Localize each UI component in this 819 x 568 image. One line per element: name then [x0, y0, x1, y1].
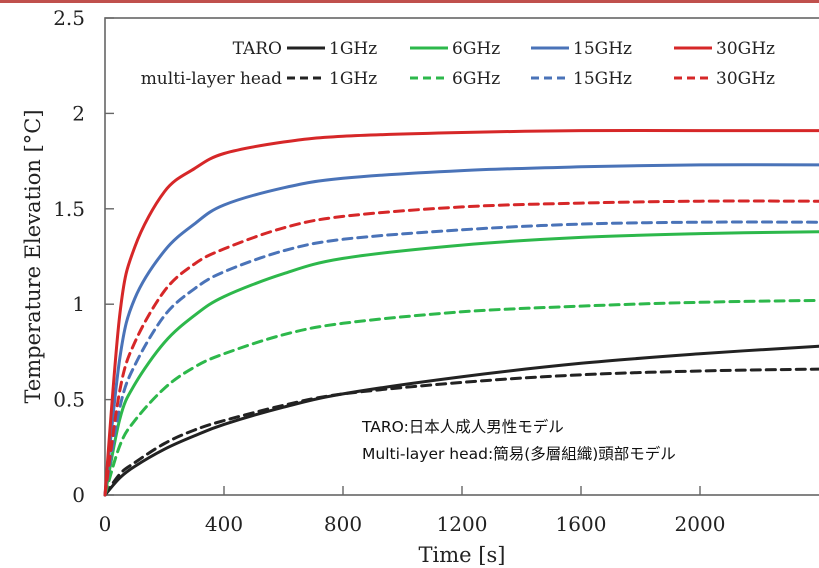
legend-entry-label: 30GHz — [716, 69, 775, 89]
x-tick-label: 800 — [324, 512, 362, 536]
legend-entry-label: 6GHz — [452, 39, 500, 59]
annotation-multilayer-model: Multi-layer head:簡易(多層組織)頭部モデル — [362, 445, 676, 463]
y-tick-label: 0 — [72, 483, 85, 507]
series-line-taro-30ghz — [103, 128, 819, 497]
plot-frame — [104, 17, 819, 496]
series-line-taro-1ghz — [103, 344, 819, 497]
series-line-multilayer-1ghz — [103, 367, 819, 497]
y-tick-label: 1 — [72, 292, 85, 316]
series-line-taro-6ghz — [103, 230, 819, 497]
y-tick-label: 2 — [72, 101, 85, 125]
series-line-multilayer-15ghz — [103, 220, 819, 497]
legend-group-label: multi-layer head — [141, 69, 282, 89]
legend-group-label: TARO — [233, 39, 282, 59]
top-accent-rule — [0, 0, 819, 3]
y-axis-title: Temperature Elevation [°C] — [21, 109, 45, 403]
legend-entry-label: 1GHz — [329, 39, 377, 59]
x-tick-label: 400 — [205, 512, 243, 536]
annotation-taro-model: TARO:日本人成人男性モデル — [362, 418, 564, 436]
x-tick-label: 1600 — [556, 512, 607, 536]
legend-entry-label: 15GHz — [573, 69, 632, 89]
x-axis-title: Time [s] — [419, 543, 506, 567]
y-tick-label: 0.5 — [53, 388, 85, 412]
series-line-multilayer-6ghz — [103, 298, 819, 497]
y-tick-label: 1.5 — [53, 197, 85, 221]
x-tick-label: 0 — [99, 512, 112, 536]
series-line-taro-15ghz — [103, 163, 819, 497]
x-tick-label: 2000 — [675, 512, 726, 536]
legend-entry-label: 15GHz — [573, 39, 632, 59]
legend-entry-label: 6GHz — [452, 69, 500, 89]
legend-entry-label: 1GHz — [329, 69, 377, 89]
x-tick-label: 1200 — [437, 512, 488, 536]
series-line-multilayer-30ghz — [103, 199, 819, 497]
legend-entry-label: 30GHz — [716, 39, 775, 59]
y-tick-label: 2.5 — [53, 6, 85, 30]
